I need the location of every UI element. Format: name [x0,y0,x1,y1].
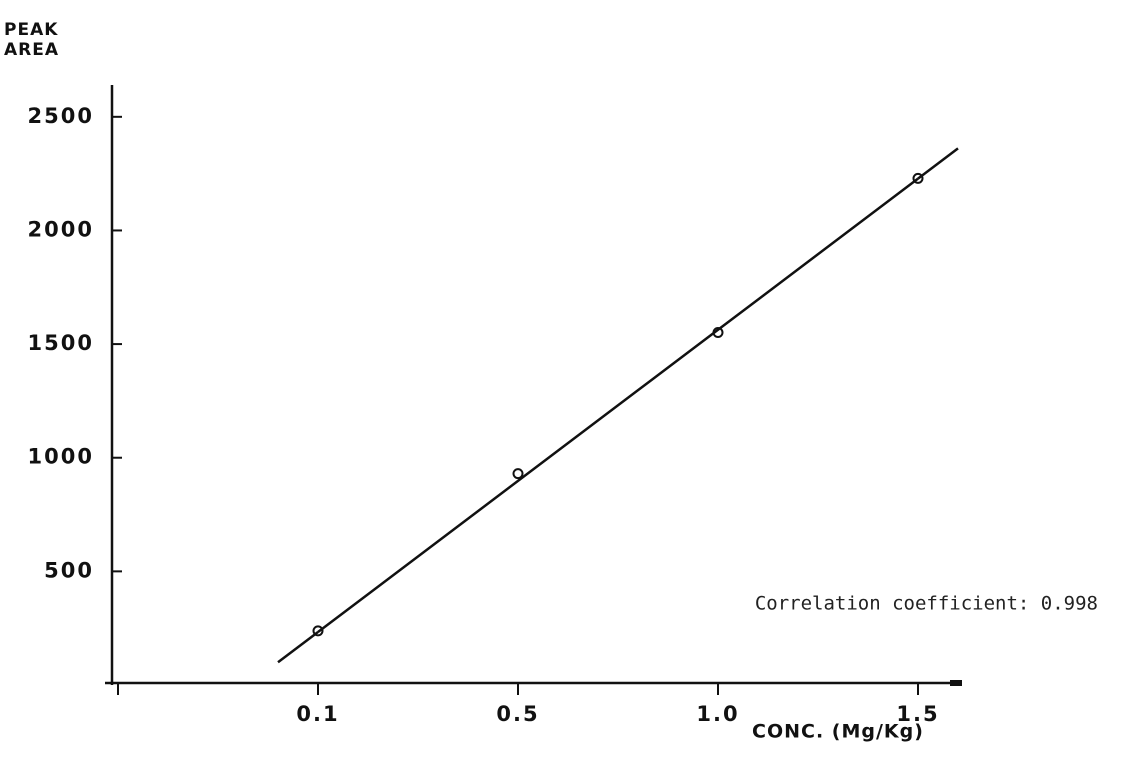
y-axis-label: PEAK AREA [4,20,60,60]
x-tick-label: 0.1 [296,702,339,726]
x-axis-end [950,680,962,686]
x-tick-label: 0.5 [496,702,539,726]
data-point [912,172,924,184]
data-point [712,327,724,338]
fit-line [317,177,919,634]
fit-extension [917,147,959,180]
x-axis-label: CONC. (Mg/Kg) [752,721,924,743]
data-point [512,468,524,480]
annotation: Correlation coefficient: 0.998 [755,593,1098,615]
x-tick-label: 1.0 [696,702,739,726]
y-tick-label: 1000 [28,445,94,469]
data-point [312,625,324,637]
x-tick-label: 1.5 [896,702,939,726]
y-tick-label: 500 [44,558,94,582]
y-tick-label: 2000 [28,217,94,241]
fit-extension [277,631,319,664]
y-tick-label: 1500 [28,331,94,355]
y-tick-label: 2500 [28,104,94,128]
